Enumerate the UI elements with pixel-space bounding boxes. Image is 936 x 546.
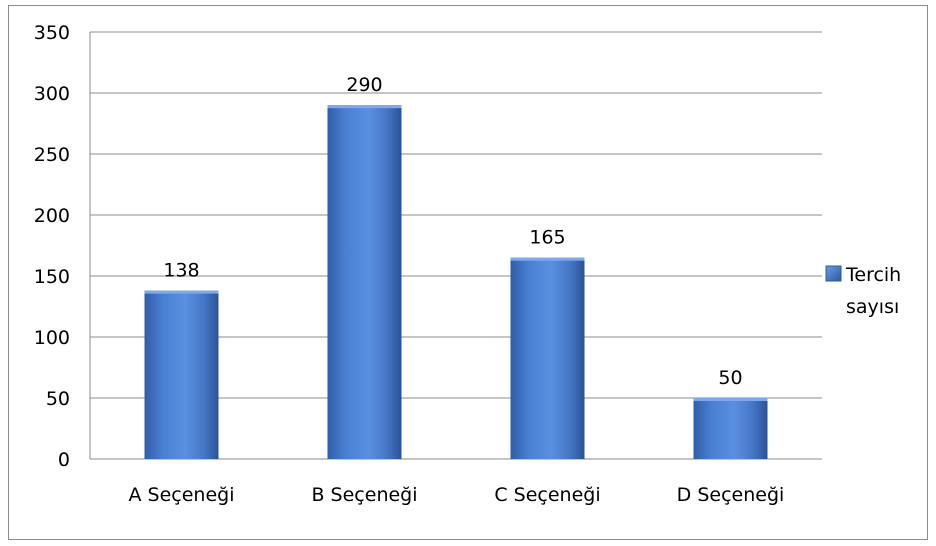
bar-top-highlight: [144, 290, 219, 294]
y-tick-label: 300: [34, 83, 70, 105]
data-label: 138: [163, 260, 199, 282]
bar: [693, 398, 768, 459]
bar: [327, 105, 402, 459]
bar-top-highlight: [327, 105, 402, 109]
legend-label-line-1: Tercih: [845, 264, 901, 286]
bars: [144, 105, 768, 459]
legend-label-line-2: sayısı: [846, 296, 899, 318]
data-label: 290: [346, 74, 382, 96]
bar-body: [510, 257, 585, 459]
category-label: D Seçeneği: [677, 484, 785, 506]
y-tick-label: 50: [46, 388, 70, 410]
category-labels: A Seçeneği B Seçeneği C Seçeneği D Seçeneği: [129, 484, 785, 506]
category-label: C Seçeneği: [494, 484, 600, 506]
y-tick-label: 150: [34, 266, 70, 288]
bar-body: [327, 105, 402, 459]
y-tick-labels: 0 50 100 150 200 250 300 350: [34, 22, 70, 471]
category-label: A Seçeneği: [129, 484, 235, 506]
y-tick-label: 250: [34, 144, 70, 166]
y-tick-label: 200: [34, 205, 70, 227]
bar-top-highlight: [693, 398, 768, 401]
y-tick-label: 100: [34, 327, 70, 349]
legend: Tercih sayısı: [825, 264, 901, 318]
bar-body: [693, 398, 768, 459]
bar: [510, 257, 585, 459]
bar-top-highlight: [510, 257, 585, 261]
legend-swatch: [825, 265, 842, 282]
y-tick-label: 0: [58, 449, 70, 471]
category-label: B Seçeneği: [311, 484, 417, 506]
bar-body: [144, 290, 219, 459]
data-labels: 138 290 165 50: [163, 74, 742, 389]
y-tick-label: 350: [34, 22, 70, 44]
bar: [144, 290, 219, 459]
data-label: 165: [529, 227, 565, 249]
data-label: 50: [718, 367, 742, 389]
